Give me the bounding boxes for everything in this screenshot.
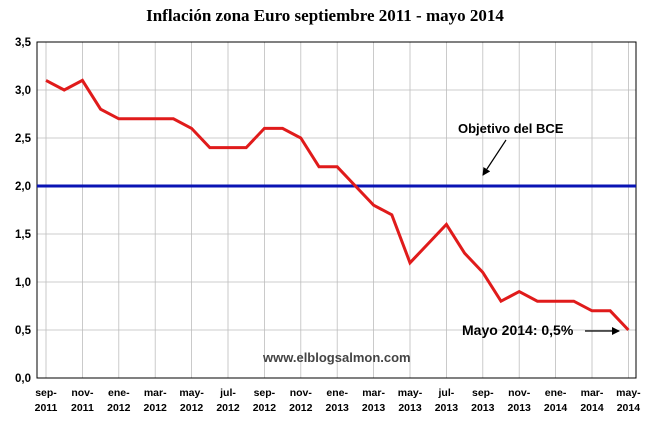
annotation-mayo-2014: Mayo 2014: 0,5%	[462, 322, 574, 338]
x-tick-label: mar-2014	[580, 387, 604, 414]
x-tick-label: jul-2013	[435, 387, 459, 414]
x-tick-label: may-2012	[179, 387, 204, 414]
y-tick-label: 0,0	[15, 373, 31, 385]
y-tick-label: 1,5	[15, 229, 32, 241]
y-tick-label: 2,5	[15, 133, 32, 145]
y-tick-label: 2,0	[15, 181, 31, 193]
x-tick-label: sep-2011	[35, 387, 58, 414]
annotation-objetivo-bce: Objetivo del BCE	[458, 121, 564, 136]
y-tick-label: 3,5	[15, 37, 32, 49]
y-tick-label: 1,0	[15, 277, 31, 289]
annotation-arrow-bce	[482, 139, 507, 176]
x-tick-label: mar-2013	[362, 387, 386, 414]
x-axis-ticks: sep-2011 nov-2011 ene-2012 mar-2012 may-2012…	[35, 387, 642, 414]
x-tick-label: sep-2012	[253, 387, 277, 414]
series-line-inflation	[45, 78, 630, 332]
x-tick-label: ene-2013	[326, 387, 350, 414]
x-tick-label: nov-2013	[508, 387, 532, 414]
chart-title: Inflación zona Euro septiembre 2011 - ma…	[146, 6, 504, 25]
x-tick-label: nov-2012	[289, 387, 313, 414]
y-tick-label: 0,5	[15, 325, 32, 337]
x-tick-label: mar-2012	[144, 387, 168, 414]
x-tick-label: ene-2014	[544, 387, 568, 414]
y-axis-ticks: 0,0 0,5 1,0 1,5 2,0 2,5 3,0 3,5	[15, 37, 32, 385]
y-tick-label: 3,0	[15, 85, 31, 97]
x-tick-label: may-2013	[398, 387, 423, 414]
x-tick-label: jul-2012	[216, 387, 240, 414]
plot-area	[36, 41, 637, 379]
watermark-text: www.elblogsalmon.com	[262, 350, 411, 365]
x-tick-label: nov-2011	[71, 387, 94, 414]
x-tick-label: ene-2012	[107, 387, 131, 414]
x-tick-label: sep-2013	[471, 387, 495, 414]
x-tick-label: may-2014	[616, 387, 641, 414]
